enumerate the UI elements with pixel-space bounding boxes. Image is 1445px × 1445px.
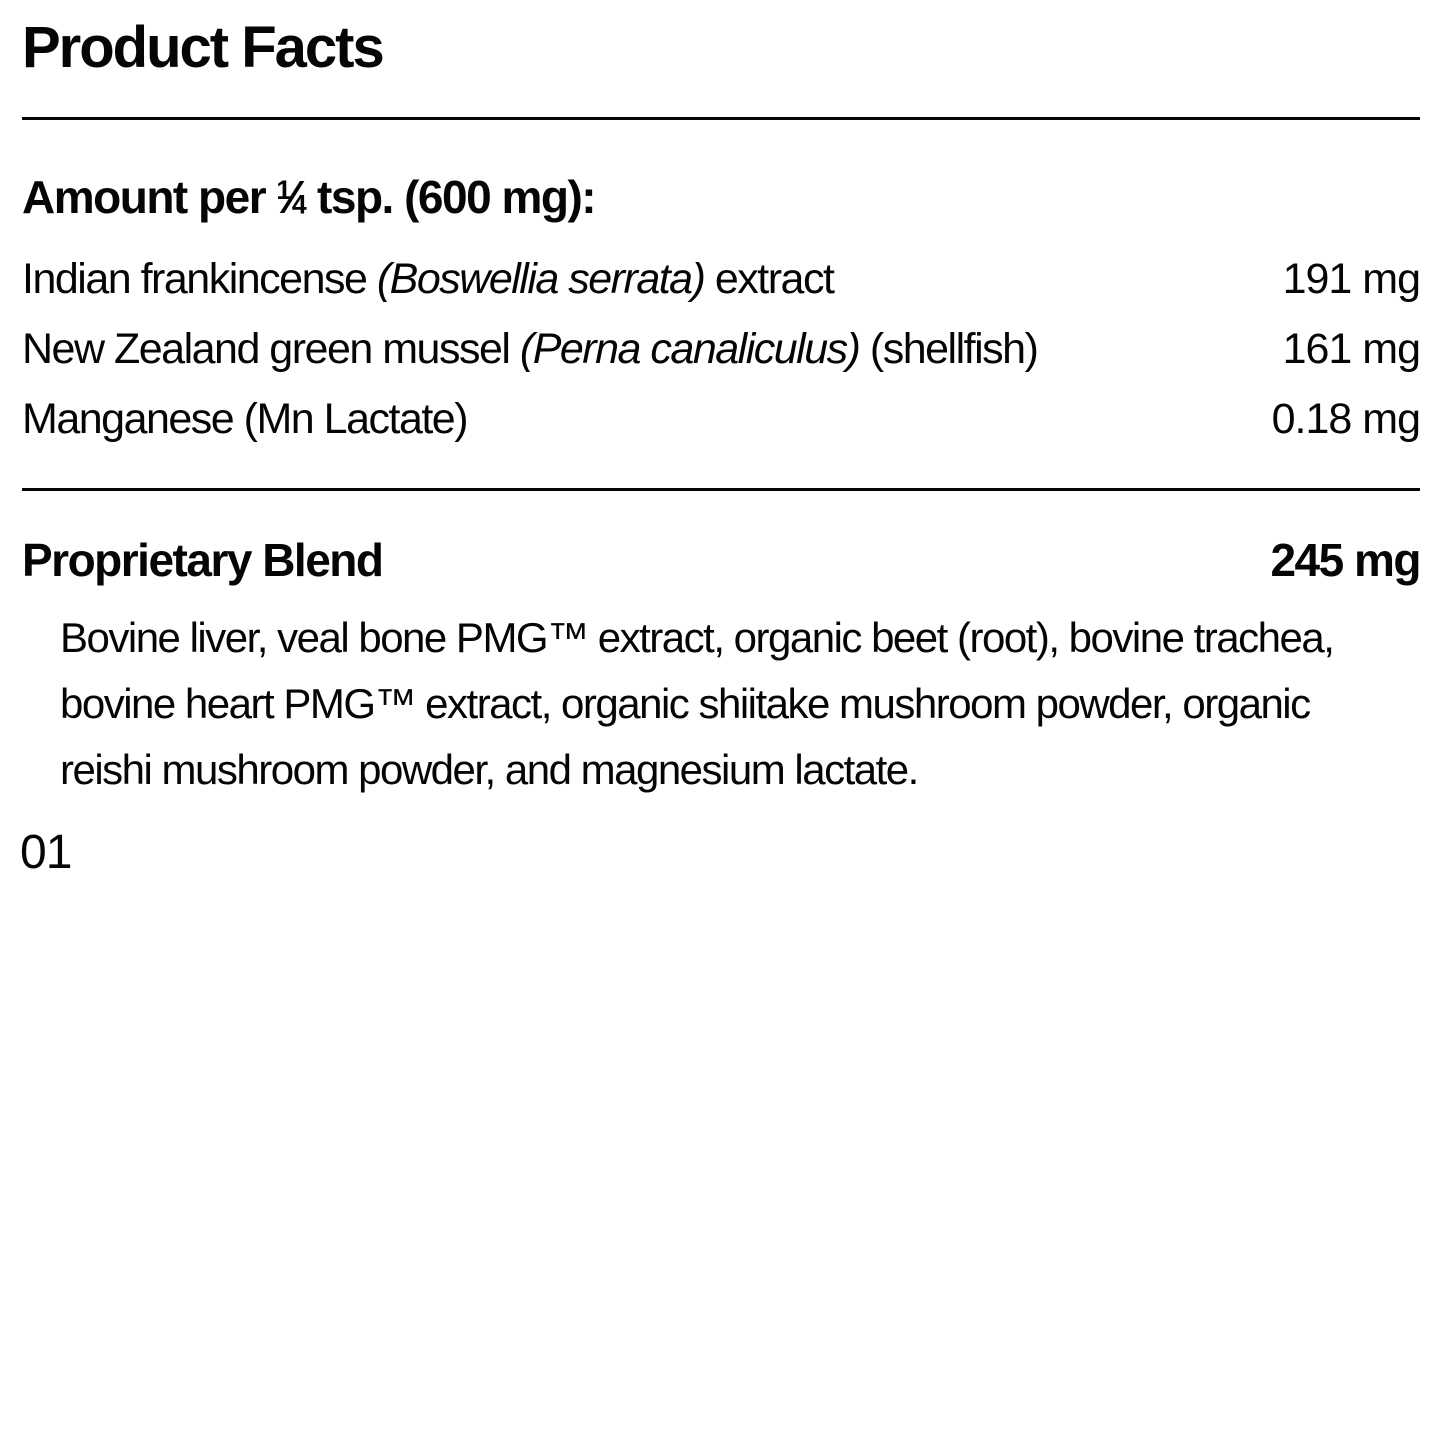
ingredient-amount: 191 mg xyxy=(1282,255,1421,304)
ingredient-name-text: Manganese (Mn Lactate) xyxy=(22,395,469,444)
ingredient-name: Manganese (Mn Lactate) xyxy=(22,384,469,454)
footer-code: 01 xyxy=(20,826,72,880)
fraction-slash: ⁄ xyxy=(288,170,296,223)
proprietary-blend-amount: 245 mg xyxy=(1270,534,1421,587)
ingredient-name-text: New Zealand green mussel xyxy=(22,325,520,374)
ingredient-row-manganese: Manganese (Mn Lactate) 0.18 mg xyxy=(22,384,1421,454)
ingredient-name: Indian frankincense (Boswellia serrata) … xyxy=(22,244,835,314)
label-body: Product Facts Amount per 1⁄4 tsp. (600 m… xyxy=(20,15,1421,880)
ingredient-latin-name: (Perna canaliculus) xyxy=(519,325,861,374)
ingredient-row-green-mussel: New Zealand green mussel (Perna canalicu… xyxy=(22,314,1421,384)
proprietary-blend-header: Proprietary Blend 245 mg xyxy=(22,533,1421,587)
description-line: Bovine liver, veal bone PMG™ extract, or… xyxy=(60,614,1335,662)
ingredient-amount: 0.18 mg xyxy=(1271,395,1421,444)
fraction-numerator: 1 xyxy=(276,175,291,205)
ingredient-name-suffix: extract xyxy=(704,255,835,304)
description-line: reishi mushroom powder, and magnesium la… xyxy=(60,746,919,794)
ingredient-latin-name: (Boswellia serrata) xyxy=(376,255,706,304)
serving-prefix: Amount per xyxy=(22,170,277,223)
serving-suffix: tsp. (600 mg): xyxy=(305,170,597,223)
serving-size-heading: Amount per 1⁄4 tsp. (600 mg): xyxy=(22,164,1420,230)
page-title: Product Facts xyxy=(22,15,385,80)
ingredient-list: Indian frankincense (Boswellia serrata) … xyxy=(22,244,1421,454)
serving-fraction: 1⁄4 xyxy=(276,170,307,223)
proprietary-blend-heading: Proprietary Blend xyxy=(22,534,384,587)
divider-top xyxy=(22,117,1420,120)
description-line: bovine heart PMG™ extract, organic shiit… xyxy=(60,680,1311,728)
proprietary-blend-description: Bovine liver, veal bone PMG™ extract, or… xyxy=(60,605,1420,803)
ingredient-row-frankincense: Indian frankincense (Boswellia serrata) … xyxy=(22,244,1421,314)
divider-middle xyxy=(22,488,1420,492)
fraction-denominator: 4 xyxy=(291,189,307,220)
ingredient-name-text: Indian frankincense xyxy=(22,255,377,304)
ingredient-name: New Zealand green mussel (Perna canalicu… xyxy=(22,314,1039,384)
ingredient-amount: 161 mg xyxy=(1282,325,1421,374)
ingredient-name-suffix: (shellfish) xyxy=(859,325,1039,374)
